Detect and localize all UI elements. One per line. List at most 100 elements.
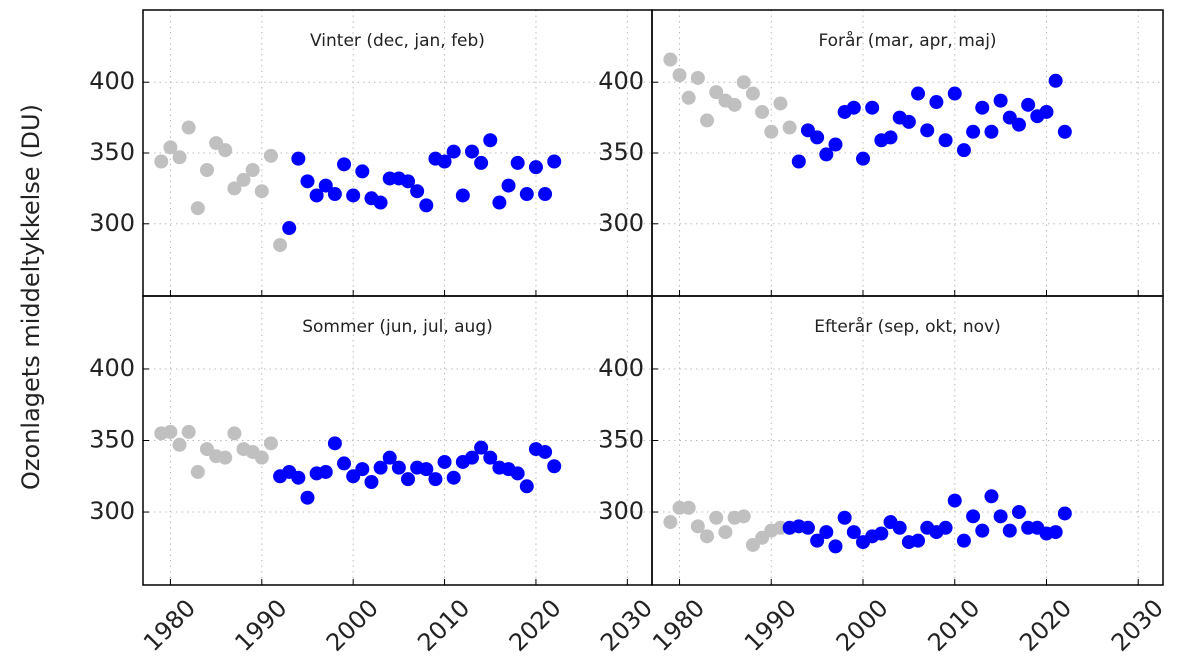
x-tick-label: 1990	[739, 594, 802, 657]
point	[810, 130, 825, 145]
x-tick-label: 2000	[831, 594, 894, 657]
point	[538, 444, 553, 459]
point	[437, 454, 452, 469]
point	[736, 75, 751, 90]
point	[947, 493, 962, 508]
point	[181, 424, 196, 439]
point	[474, 440, 489, 455]
point	[291, 151, 306, 166]
point	[709, 510, 724, 525]
point	[364, 474, 379, 489]
point	[911, 533, 926, 548]
y-tick-label: 300	[89, 209, 135, 237]
point	[218, 450, 233, 465]
point	[846, 100, 861, 115]
point	[920, 123, 935, 138]
point	[672, 68, 687, 83]
point	[245, 162, 260, 177]
panel-title: Efterår (sep, okt, nov)	[814, 316, 1001, 337]
x-tick-label: 1980	[647, 594, 710, 657]
point	[810, 533, 825, 548]
point	[718, 525, 733, 540]
point	[355, 462, 370, 477]
point	[401, 472, 416, 487]
point	[690, 519, 705, 534]
point	[681, 500, 696, 515]
point	[446, 470, 461, 485]
point	[492, 195, 507, 210]
point	[282, 221, 297, 236]
point	[483, 450, 498, 465]
point	[337, 456, 352, 471]
point	[254, 450, 269, 465]
y-tick-label: 300	[89, 497, 135, 525]
point	[819, 147, 834, 162]
x-tick-label: 2020	[1014, 594, 1077, 657]
y-tick-label: 300	[598, 497, 644, 525]
point	[1011, 117, 1026, 132]
point	[938, 133, 953, 148]
point	[455, 188, 470, 203]
point	[474, 155, 489, 170]
point	[483, 133, 498, 148]
point	[975, 523, 990, 538]
point	[218, 143, 233, 158]
point	[236, 172, 251, 187]
point	[254, 184, 269, 199]
point	[172, 437, 187, 452]
point	[745, 86, 760, 101]
point	[800, 520, 815, 535]
point	[681, 90, 696, 105]
point	[419, 198, 434, 213]
point	[755, 104, 770, 119]
point	[190, 201, 205, 216]
point	[892, 520, 907, 535]
point	[410, 184, 425, 199]
point	[966, 509, 981, 524]
point	[547, 459, 562, 474]
point	[401, 174, 416, 189]
point	[263, 148, 278, 163]
point	[883, 130, 898, 145]
point	[318, 464, 333, 479]
point	[510, 155, 525, 170]
point	[1039, 104, 1054, 119]
point	[966, 124, 981, 139]
point	[1048, 73, 1063, 88]
point	[975, 100, 990, 115]
point	[828, 137, 843, 152]
point	[163, 424, 178, 439]
point	[464, 144, 479, 159]
point	[291, 470, 306, 485]
x-tick-label: 1980	[138, 594, 201, 657]
point	[764, 124, 779, 139]
point	[929, 95, 944, 110]
point	[956, 143, 971, 158]
point	[663, 515, 678, 530]
point	[300, 174, 315, 189]
point	[947, 86, 962, 101]
point	[846, 525, 861, 540]
point	[1002, 523, 1017, 538]
point	[172, 150, 187, 165]
point	[984, 489, 999, 504]
point	[736, 509, 751, 524]
y-tick-label: 400	[89, 354, 135, 382]
panel-title: Vinter (dec, jan, feb)	[310, 31, 485, 51]
y-tick-label: 350	[89, 138, 135, 166]
point	[327, 187, 342, 202]
y-tick-label: 400	[598, 67, 644, 95]
point	[373, 460, 388, 475]
point	[464, 450, 479, 465]
point	[709, 85, 724, 100]
point	[1021, 97, 1036, 112]
panel-frame	[651, 9, 1164, 297]
x-tick-label: 2010	[922, 594, 985, 657]
point	[337, 157, 352, 172]
x-tick-label: 2030	[1106, 594, 1169, 657]
point	[828, 539, 843, 554]
x-tick-label: 2000	[321, 594, 384, 657]
point	[510, 466, 525, 481]
point	[318, 178, 333, 193]
